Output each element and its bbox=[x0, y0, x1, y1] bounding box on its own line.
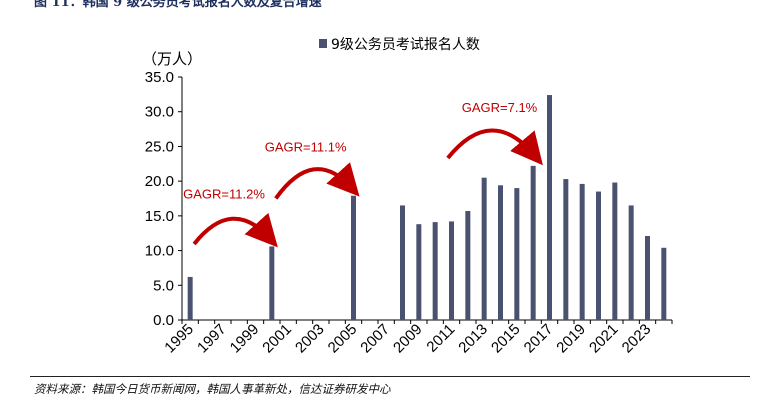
y-tick-label: 10.0 bbox=[145, 243, 174, 260]
gagr-label: GAGR=11.1% bbox=[265, 140, 347, 155]
bar-2016 bbox=[530, 165, 536, 320]
y-tick-label: 30.0 bbox=[145, 104, 174, 121]
bar-2021 bbox=[612, 182, 618, 320]
chart-annotations: GAGR=11.2% GAGR=11.1% GAGR=7.1% bbox=[183, 100, 543, 248]
chart-legend: 9级公务员考试报名人数 bbox=[319, 37, 480, 53]
y-tick-label: 5.0 bbox=[153, 277, 174, 294]
bar-2022 bbox=[628, 205, 634, 320]
bar-2005 bbox=[351, 195, 356, 320]
growth-arrow bbox=[274, 162, 360, 200]
legend-swatch bbox=[319, 39, 327, 48]
x-tick-label: 2013 bbox=[455, 321, 491, 357]
bar-2010 bbox=[432, 222, 438, 320]
bar-1995 bbox=[187, 276, 193, 320]
y-tick-label: 20.0 bbox=[145, 173, 174, 190]
bar-2023 bbox=[645, 235, 650, 320]
chart-axes: 0.05.010.015.020.025.030.035.01995199719… bbox=[145, 69, 673, 357]
gagr-label: GAGR=7.1% bbox=[462, 100, 538, 115]
y-tick-label: 15.0 bbox=[145, 208, 174, 225]
growth-arrow bbox=[192, 212, 278, 248]
y-tick-label: 0.0 bbox=[153, 312, 174, 329]
bar-2024 bbox=[661, 247, 667, 320]
x-tick-label: 2011 bbox=[423, 321, 458, 356]
x-tick-label: 2009 bbox=[390, 321, 426, 357]
bar-2014 bbox=[498, 185, 503, 320]
bar-2000 bbox=[269, 246, 275, 320]
legend-label: 9级公务员考试报名人数 bbox=[331, 37, 480, 53]
x-tick-label: 2017 bbox=[521, 321, 557, 357]
growth-arrow bbox=[446, 128, 543, 166]
bar-2017 bbox=[547, 95, 552, 321]
y-axis-unit-label: （万人） bbox=[142, 50, 202, 68]
bar-2012 bbox=[465, 210, 471, 320]
figure-title: 图 11：韩国 9 级公务员考试报名人数及复合增速 bbox=[34, 0, 322, 9]
y-tick-label: 35.0 bbox=[145, 69, 174, 86]
bar-2015 bbox=[514, 188, 520, 320]
x-tick-label: 2019 bbox=[553, 321, 589, 357]
x-tick-label: 2023 bbox=[619, 321, 655, 357]
chart-bars bbox=[187, 95, 667, 321]
bar-2009 bbox=[416, 224, 422, 320]
x-tick-label: 2005 bbox=[325, 321, 361, 357]
bar-2008 bbox=[400, 205, 405, 320]
bar-2020 bbox=[596, 191, 601, 320]
bar-2013 bbox=[481, 177, 487, 320]
x-tick-label: 2001 bbox=[259, 321, 295, 357]
source-divider bbox=[30, 376, 750, 377]
x-tick-label: 2007 bbox=[357, 321, 393, 357]
x-tick-label: 2015 bbox=[488, 321, 524, 357]
bar-2018 bbox=[563, 179, 569, 320]
gagr-label: GAGR=11.2% bbox=[183, 186, 265, 201]
source-note: 资料来源：韩国今日货币新闻网，韩国人事革新处，信达证券研发中心 bbox=[34, 382, 391, 396]
x-tick-label: 1997 bbox=[194, 321, 230, 357]
y-tick-label: 25.0 bbox=[145, 138, 174, 155]
x-tick-label: 2021 bbox=[586, 321, 622, 357]
bar-2011 bbox=[449, 221, 454, 320]
x-tick-label: 1999 bbox=[227, 321, 263, 357]
x-tick-label: 2003 bbox=[292, 321, 328, 357]
bar-2019 bbox=[579, 183, 585, 320]
